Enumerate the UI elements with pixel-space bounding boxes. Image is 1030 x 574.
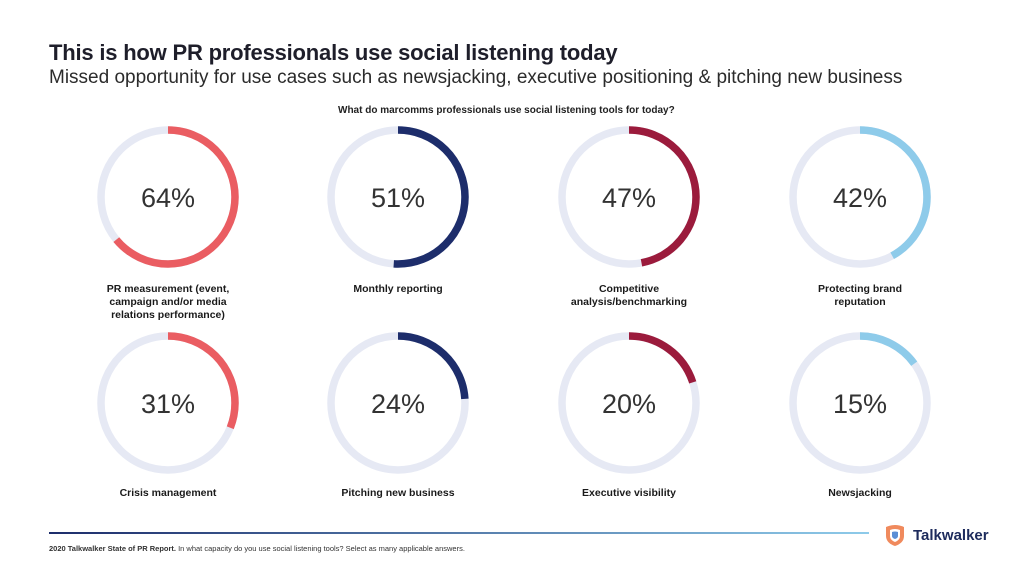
talkwalker-logo[interactable]: Talkwalker [882,522,989,548]
donut-7: 20% Executive visibility [558,332,700,499]
donut-label: Competitive analysis/benchmarking [571,283,687,308]
donut-1: 64% PR measurement (event, campaign and/or… [97,126,239,321]
donut-label: Protecting brand reputation [818,283,902,308]
donut-3: 47% Competitive analysis/benchmarking [558,126,700,308]
donut-label: Crisis management [120,487,217,499]
donut-arc [327,126,469,268]
donut-value: 20% [602,389,656,419]
donut-value: 31% [141,389,195,419]
donut-arc [97,126,239,268]
talkwalker-logo-icon [886,525,904,546]
source-text: In what capacity do you use social liste… [176,544,465,553]
donut-label: Newsjacking [828,487,892,499]
donut-6: 24% Pitching new business [327,332,469,499]
donut-label: Executive visibility [582,487,676,499]
donut-arc [327,332,469,474]
source-note: 2020 Talkwalker State of PR Report. In w… [49,544,465,553]
donut-4: 42% Protecting brand reputation [789,126,931,308]
donut-value: 64% [141,183,195,213]
donut-value: 42% [833,183,887,213]
donut-arc [789,126,931,268]
donut-2: 51% Monthly reporting [327,126,469,295]
donut-value: 24% [371,389,425,419]
donut-8: 15% Newsjacking [789,332,931,499]
footer-divider [49,532,869,534]
source-bold: 2020 Talkwalker State of PR Report. [49,544,176,553]
donut-value: 15% [833,389,887,419]
chart-heading: What do marcomms professionals use socia… [338,105,675,116]
page-subtitle: Missed opportunity for use cases such as… [49,67,903,88]
donut-value: 47% [602,183,656,213]
donut-5: 31% Crisis management [97,332,239,499]
donut-arc [558,126,700,268]
donut-arc [558,332,700,474]
donut-value: 51% [371,183,425,213]
logo-text: Talkwalker [913,526,989,544]
donut-label: Pitching new business [341,487,454,499]
donut-arc [789,332,931,474]
donut-label: Monthly reporting [353,283,442,295]
donut-label: PR measurement (event, campaign and/or me… [107,283,230,321]
page-title: This is how PR professionals use social … [49,40,618,65]
donut-arc [97,332,239,474]
